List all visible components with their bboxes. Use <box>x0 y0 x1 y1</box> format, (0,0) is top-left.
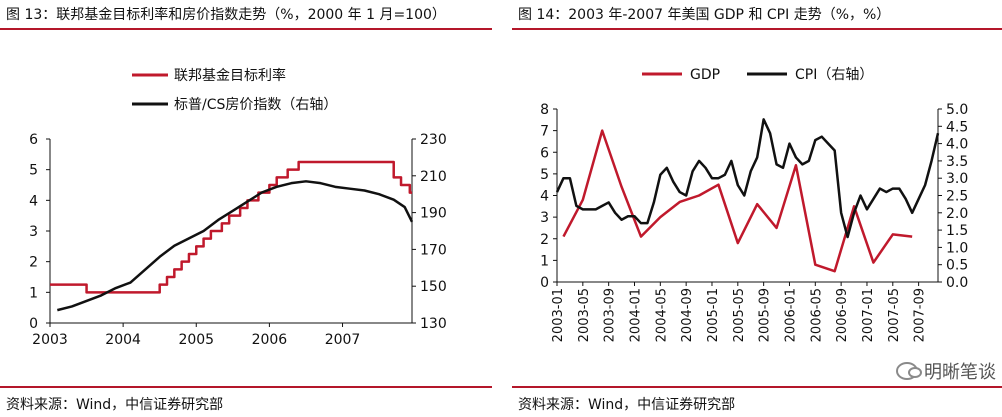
y-left-tick-label: 2 <box>540 232 549 248</box>
x-tick-label: 2004 <box>105 332 141 348</box>
right-title-rule <box>512 28 1002 30</box>
y-right-tick-label: 170 <box>420 242 447 258</box>
x-tick-label: 2007-09 <box>913 288 928 342</box>
watermark-text: 明晰笔谈 <box>924 362 996 383</box>
x-tick-label: 2007 <box>325 332 361 348</box>
y-left-tick-label: 5 <box>29 163 38 179</box>
y-right-tick-label: 190 <box>420 206 447 222</box>
x-tick-label: 2006 <box>252 332 288 348</box>
y-right-tick-label: 1.0 <box>946 240 968 256</box>
y-right-tick-label: 0.0 <box>946 275 968 291</box>
left-source-note: 资料来源：Wind，中信证券研究部 <box>6 397 224 413</box>
x-tick-label: 2005 <box>178 332 214 348</box>
y-right-tick-label: 230 <box>420 132 447 148</box>
y-left-tick-label: 0 <box>29 316 38 332</box>
y-right-tick-label: 0.5 <box>946 258 968 274</box>
x-tick-label: 2004-05 <box>654 288 669 342</box>
home-price-index-line <box>57 180 414 312</box>
x-tick-label: 2005-05 <box>732 288 747 342</box>
y-left-tick-label: 5 <box>540 167 549 183</box>
x-tick-label: 2003-09 <box>603 288 618 342</box>
gdp-line <box>562 129 913 273</box>
right-source-rule <box>512 386 1002 388</box>
wechat-icon <box>896 362 922 380</box>
x-tick-label: 2007-01 <box>861 288 876 342</box>
y-left-tick-label: 4 <box>29 193 38 209</box>
legend-label-2: 标普/CS房价指数（右轴） <box>174 97 337 113</box>
y-left-tick-label: 8 <box>540 102 549 118</box>
y-left-tick-label: 1 <box>540 253 549 269</box>
right-chart-panel: 图 14：2003 年-2007 年美国 GDP 和 CPI 走势（%，%） G… <box>512 0 1002 417</box>
y-right-tick-label: 4.5 <box>946 119 968 135</box>
x-tick-label: 2006-09 <box>835 288 850 342</box>
legend-label-1: GDP <box>690 67 720 83</box>
x-tick-label: 2007-05 <box>887 288 902 342</box>
y-right-tick-label: 130 <box>420 316 447 332</box>
y-left-tick-label: 2 <box>29 255 38 271</box>
y-right-tick-label: 4.0 <box>946 137 968 153</box>
y-left-tick-label: 0 <box>540 275 549 291</box>
x-tick-label: 2004-09 <box>680 288 695 342</box>
y-right-tick-label: 150 <box>420 279 447 295</box>
fed-funds-rate-line <box>50 160 412 294</box>
y-right-tick-label: 1.5 <box>946 223 968 239</box>
y-left-tick-label: 3 <box>540 210 549 226</box>
cpi-line <box>555 118 940 239</box>
watermark: 明晰笔谈 <box>896 358 996 384</box>
legend-label-1: 联邦基金目标利率 <box>174 67 286 84</box>
left-chart-panel: 图 13：联邦基金目标利率和房价指数走势（%，2000 年 1 月=100） 联… <box>0 0 492 417</box>
y-right-tick-label: 5.0 <box>946 102 968 118</box>
left-source-rule <box>0 386 492 388</box>
legend-label-2: CPI（右轴） <box>795 67 873 83</box>
left-title-rule <box>0 28 492 30</box>
y-left-tick-label: 4 <box>540 189 549 205</box>
x-tick-label: 2005-09 <box>758 288 773 342</box>
right-source-note: 资料来源：Wind，中信证券研究部 <box>518 397 736 413</box>
y-left-tick-label: 7 <box>540 124 549 140</box>
x-tick-label: 2006-05 <box>809 288 824 342</box>
x-tick-label: 2003 <box>32 332 68 348</box>
y-left-tick-label: 6 <box>29 132 38 148</box>
x-tick-label: 2003-05 <box>577 288 592 342</box>
y-right-tick-label: 3.0 <box>946 171 968 187</box>
y-left-tick-label: 1 <box>29 285 38 301</box>
y-left-tick-label: 3 <box>29 224 38 240</box>
x-tick-label: 2005-01 <box>706 288 721 342</box>
y-right-tick-label: 210 <box>420 169 447 185</box>
y-left-tick-label: 6 <box>540 145 549 161</box>
y-right-tick-label: 3.5 <box>946 154 968 170</box>
x-tick-label: 2003-01 <box>551 288 566 342</box>
x-tick-label: 2004-01 <box>628 288 643 342</box>
x-tick-label: 2006-01 <box>783 288 798 342</box>
y-right-tick-label: 2.0 <box>946 206 968 222</box>
y-right-tick-label: 2.5 <box>946 189 968 205</box>
right-chart-title: 图 14：2003 年-2007 年美国 GDP 和 CPI 走势（%，%） <box>518 7 891 23</box>
right-chart-svg: GDP CPI（右轴） 0 1 2 3 4 5 6 7 8 0.00.5 1.01.52.02.5 3.0… <box>540 67 968 342</box>
left-chart-title: 图 13：联邦基金目标利率和房价指数走势（%，2000 年 1 月=100） <box>6 7 446 23</box>
